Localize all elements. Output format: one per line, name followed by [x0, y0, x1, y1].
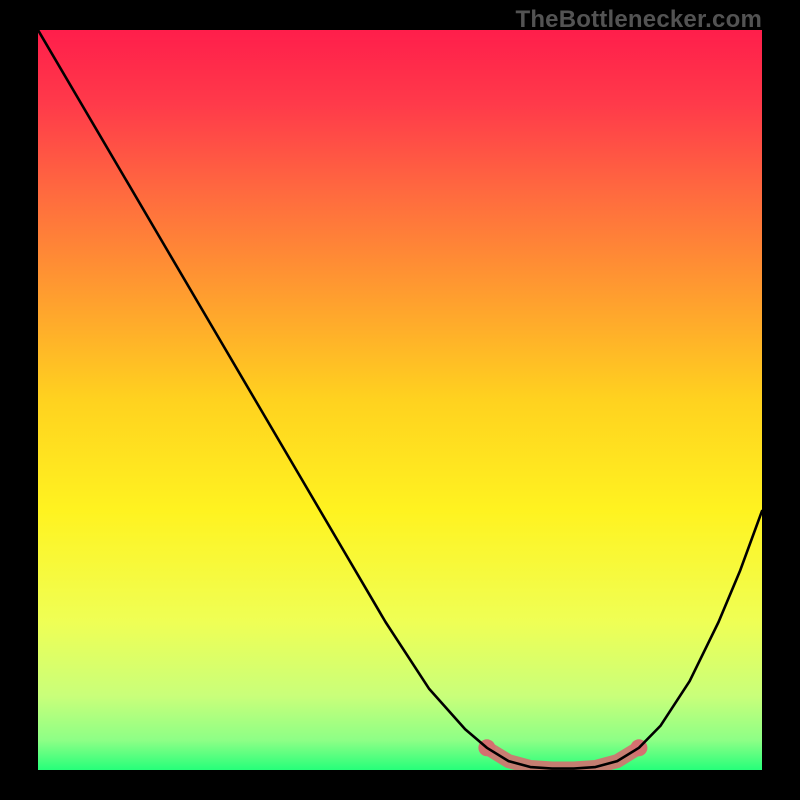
bottleneck-curve [38, 30, 762, 769]
plot-area [38, 30, 762, 770]
watermark-text: TheBottlenecker.com [515, 6, 762, 34]
curve-overlay [38, 30, 762, 770]
chart-frame: TheBottlenecker.com [0, 0, 800, 800]
optimal-range-highlight [487, 748, 639, 769]
